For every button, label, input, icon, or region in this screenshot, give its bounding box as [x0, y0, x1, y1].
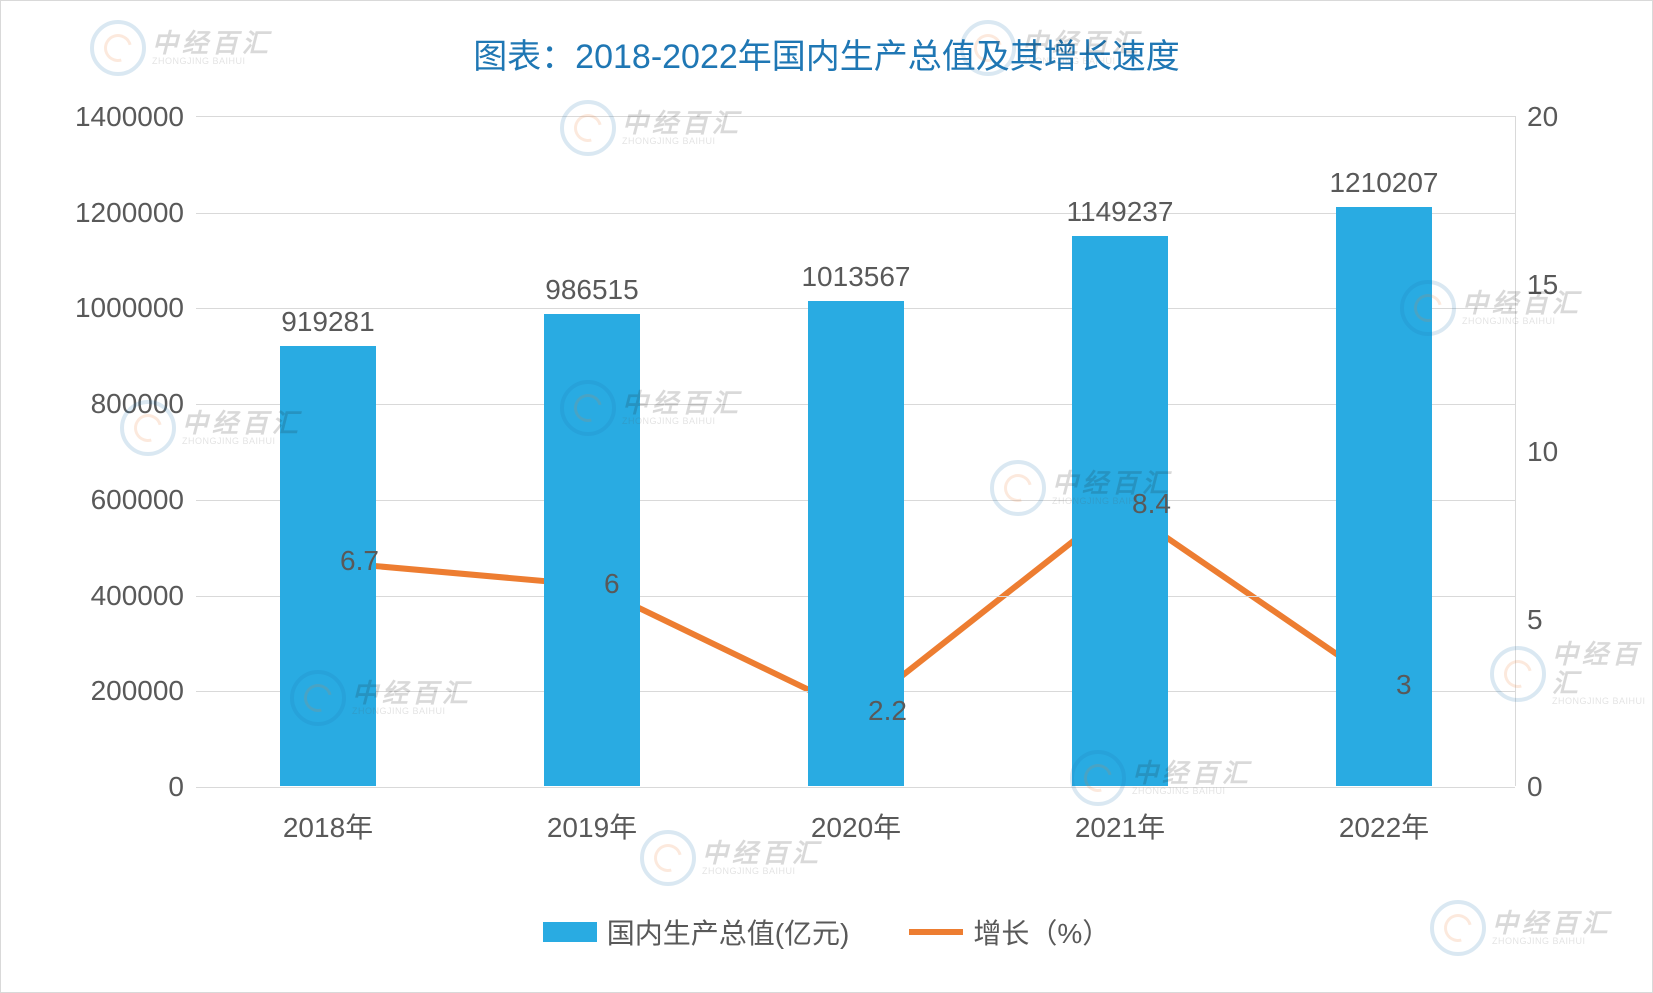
gridline — [196, 787, 1515, 788]
legend-item-bar: 国内生产总值(亿元) — [543, 912, 850, 952]
line-value-label: 3 — [1396, 669, 1412, 701]
y-right-tick-label: 20 — [1527, 101, 1558, 133]
bar-value-label: 1210207 — [1329, 167, 1438, 199]
legend-swatch-bar — [543, 922, 597, 942]
plot-area: 0200000400000600000800000100000012000001… — [196, 116, 1516, 786]
y-left-tick-label: 200000 — [91, 675, 184, 707]
y-left-tick-label: 0 — [168, 771, 184, 803]
legend-label-bar: 国内生产总值(亿元) — [607, 912, 850, 952]
y-right-tick-label: 0 — [1527, 771, 1543, 803]
y-right-tick-label: 5 — [1527, 604, 1543, 636]
bar-value-label: 1013567 — [801, 261, 910, 293]
x-tick-label: 2022年 — [1339, 806, 1429, 846]
x-tick-label: 2021年 — [1075, 806, 1165, 846]
y-left-tick-label: 1200000 — [75, 197, 184, 229]
y-right-tick-label: 15 — [1527, 269, 1558, 301]
y-right-tick-label: 10 — [1527, 436, 1558, 468]
line-value-label: 6 — [604, 568, 620, 600]
legend: 国内生产总值(亿元) 增长（%） — [1, 912, 1652, 952]
gridline — [196, 213, 1515, 214]
legend-item-line: 增长（%） — [909, 912, 1110, 952]
legend-swatch-line — [909, 929, 963, 935]
bar-value-label: 1149237 — [1067, 196, 1174, 228]
line-value-label: 2.2 — [868, 695, 907, 727]
line-value-label: 6.7 — [340, 545, 379, 577]
y-left-tick-label: 1000000 — [75, 292, 184, 324]
y-left-tick-label: 1400000 — [75, 101, 184, 133]
chart-title: 图表：2018-2022年国内生产总值及其增长速度 — [1, 29, 1652, 78]
bar-value-label: 986515 — [545, 274, 638, 306]
x-tick-label: 2019年 — [547, 806, 637, 846]
y-left-tick-label: 800000 — [91, 388, 184, 420]
line-value-label: 8.4 — [1132, 488, 1171, 520]
chart-container: 图表：2018-2022年国内生产总值及其增长速度 02000004000006… — [0, 0, 1653, 993]
y-left-tick-label: 600000 — [91, 484, 184, 516]
bar: 1210207 — [1336, 207, 1431, 786]
y-left-tick-label: 400000 — [91, 580, 184, 612]
bar-value-label: 919281 — [281, 306, 374, 338]
bar: 986515 — [544, 314, 639, 786]
legend-label-line: 增长（%） — [973, 912, 1110, 952]
x-tick-label: 2020年 — [811, 806, 901, 846]
x-tick-label: 2018年 — [283, 806, 373, 846]
